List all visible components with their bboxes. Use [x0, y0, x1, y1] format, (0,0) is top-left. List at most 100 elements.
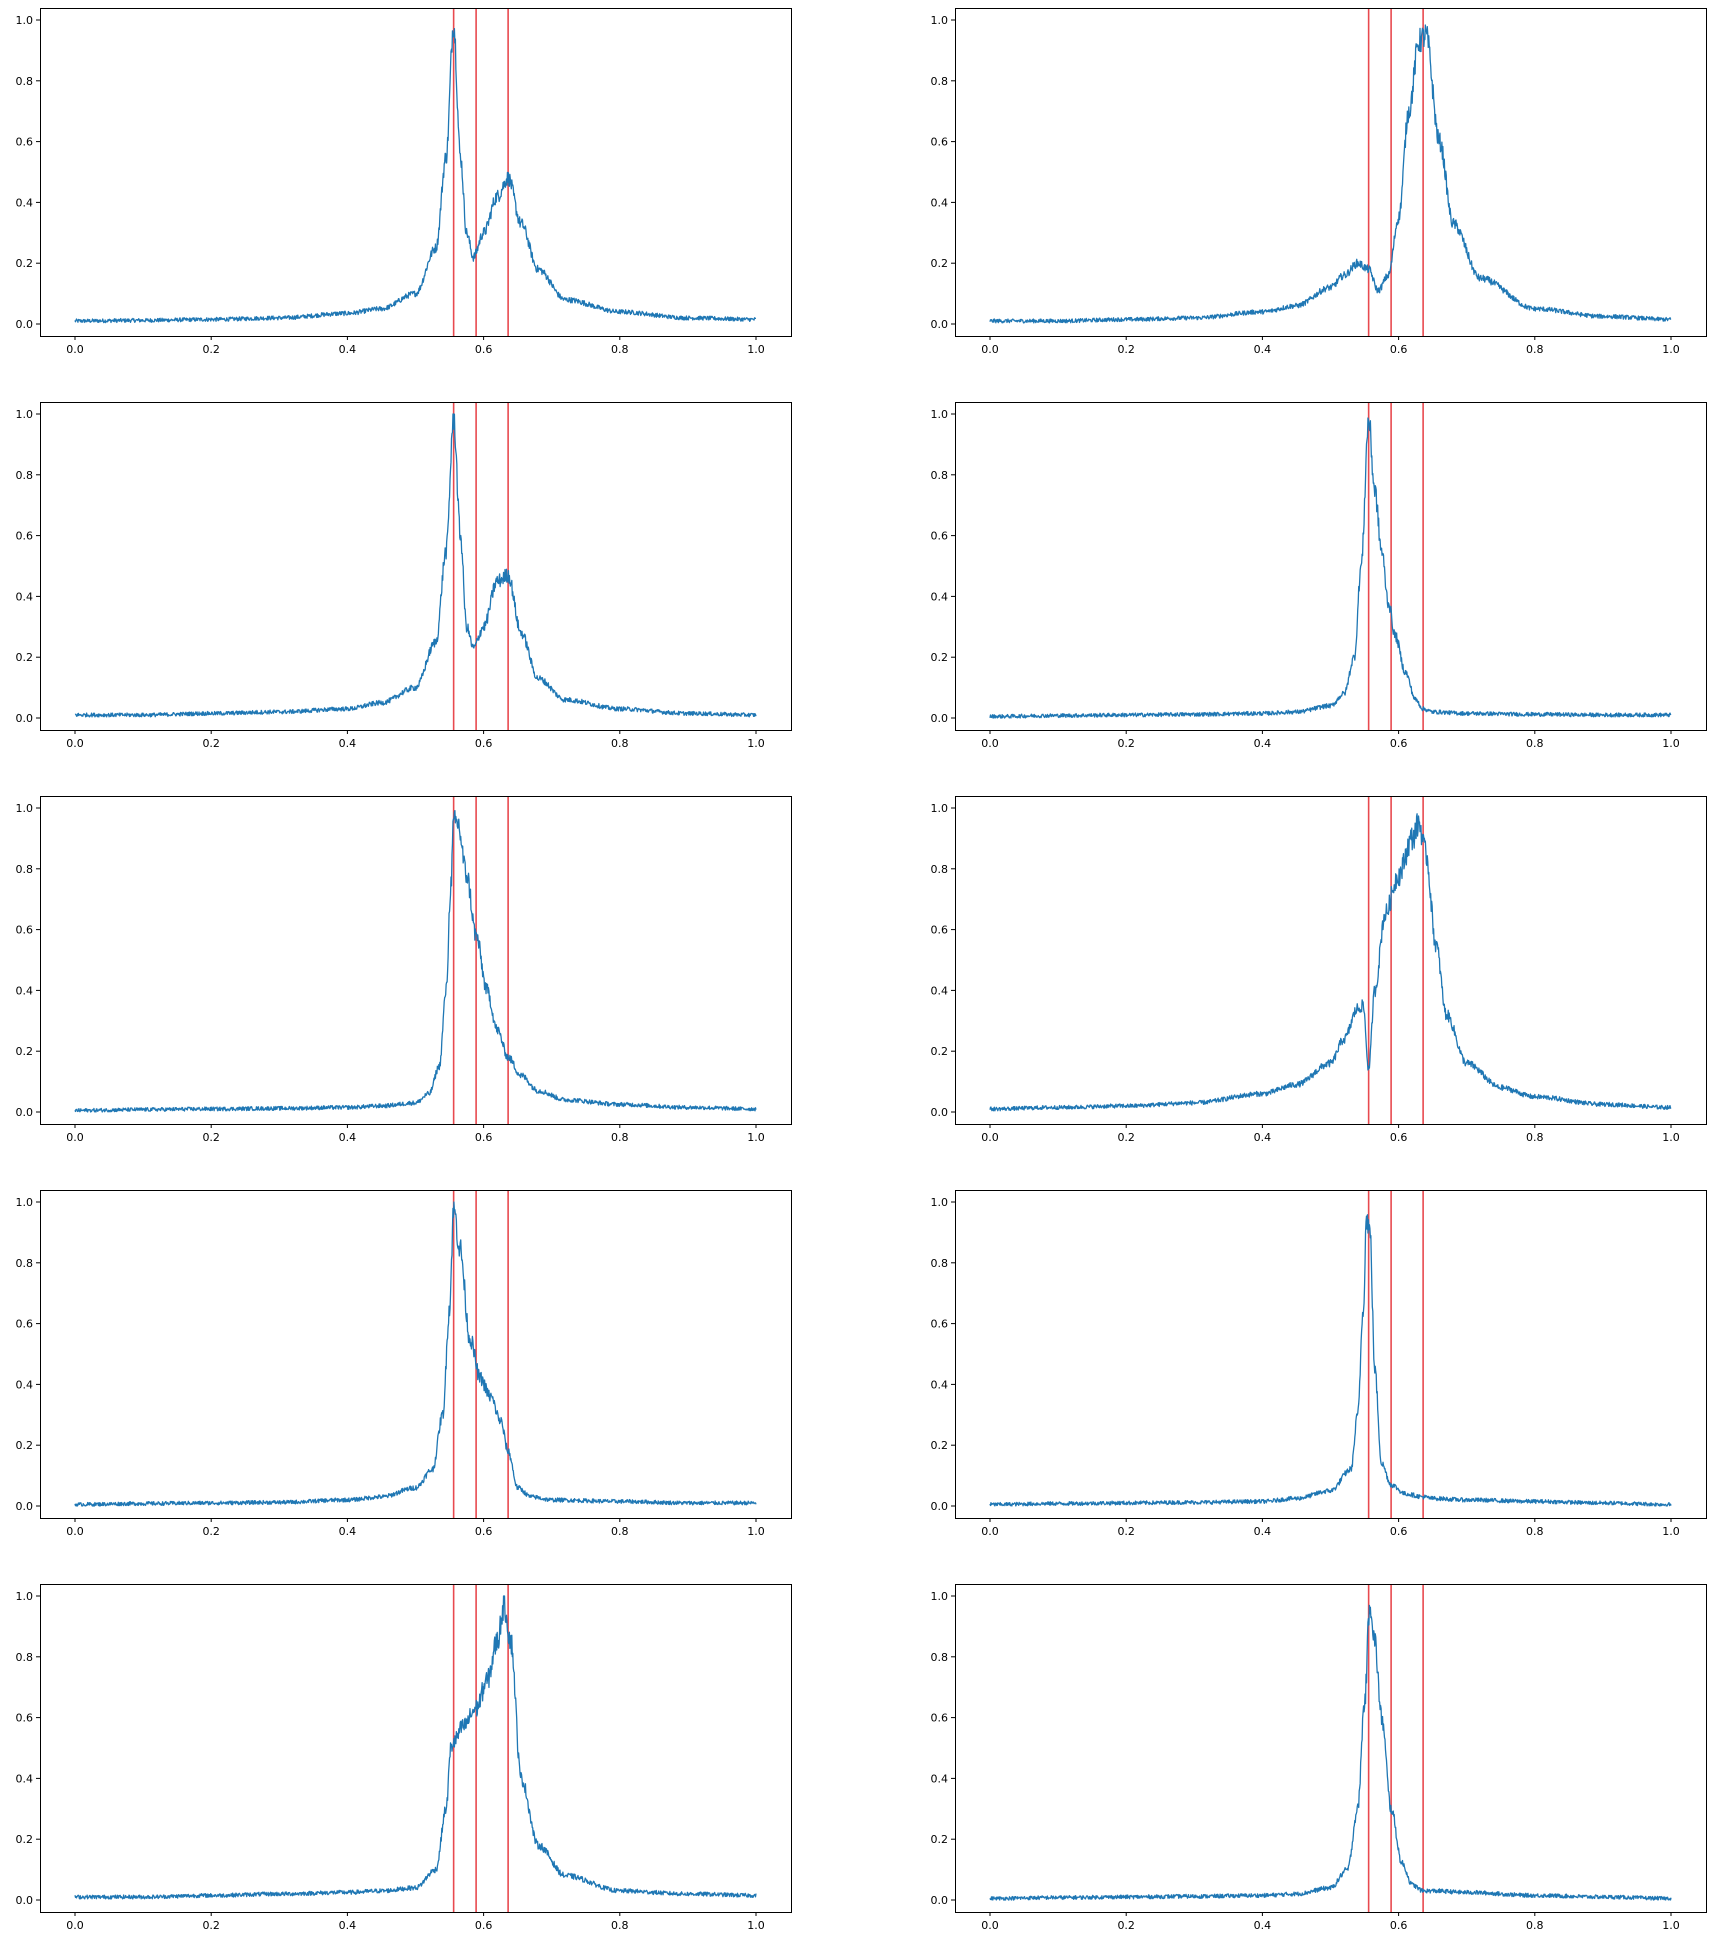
y-tick-label: 1.0	[931, 14, 949, 27]
y-tick-label: 0.0	[16, 1894, 34, 1907]
y-tick-label: 0.4	[16, 1772, 34, 1785]
x-tick-label: 0.8	[1526, 737, 1544, 750]
x-tick-label: 0.0	[981, 737, 999, 750]
y-tick-label: 0.8	[16, 1651, 34, 1664]
x-tick-label: 0.4	[339, 1525, 357, 1538]
x-tick-label: 0.8	[1526, 1131, 1544, 1144]
x-tick-label: 0.8	[611, 1131, 629, 1144]
x-tick-label: 0.0	[981, 1919, 999, 1932]
y-tick-label: 0.2	[931, 1439, 949, 1452]
y-tick-label: 0.8	[16, 1257, 34, 1270]
y-tick-label: 0.6	[931, 530, 949, 543]
axes-frame	[955, 8, 1707, 337]
y-tick-label: 1.0	[16, 802, 34, 815]
y-tick-label: 1.0	[16, 1196, 34, 1209]
y-tick-label: 0.2	[931, 651, 949, 664]
x-tick-label: 0.2	[1117, 343, 1135, 356]
axes-frame	[955, 1584, 1707, 1913]
x-tick-label: 1.0	[1662, 1525, 1680, 1538]
y-tick-label: 0.6	[931, 1318, 949, 1331]
x-tick-label: 0.6	[1390, 343, 1408, 356]
y-tick-label: 0.0	[16, 318, 34, 331]
series-line	[989, 1214, 1672, 1507]
x-tick-label: 0.6	[475, 1131, 493, 1144]
y-tick-label: 0.4	[16, 984, 34, 997]
y-tick-label: 1.0	[931, 408, 949, 421]
y-tick-label: 0.2	[16, 1045, 34, 1058]
x-tick-label: 0.4	[1254, 1131, 1272, 1144]
x-tick-label: 0.0	[981, 1525, 999, 1538]
axes-frame	[40, 402, 792, 731]
y-tick-label: 0.4	[931, 1378, 949, 1391]
y-tick-label: 0.4	[931, 196, 949, 209]
subplot-8: 0.0 0.2 0.4 0.6 0.8 1.0 0.0 0.2 0.4 0.6 0.8 1.0	[931, 1190, 1707, 1538]
x-tick-label: 0.6	[475, 343, 493, 356]
y-tick-label: 1.0	[16, 408, 34, 421]
y-tick-label: 0.8	[16, 863, 34, 876]
y-tick-label: 0.8	[16, 75, 34, 88]
x-tick-label: 1.0	[1662, 737, 1680, 750]
x-tick-label: 0.8	[1526, 343, 1544, 356]
y-tick-label: 0.6	[16, 1318, 34, 1331]
y-tick-label: 0.0	[931, 1894, 949, 1907]
y-tick-label: 0.8	[931, 469, 949, 482]
series-line	[74, 1201, 757, 1507]
x-tick-label: 0.2	[202, 343, 220, 356]
subplot-2: 0.0 0.2 0.4 0.6 0.8 1.0 0.0 0.2 0.4 0.6 0.8 1.0	[931, 8, 1707, 356]
x-tick-label: 0.4	[339, 737, 357, 750]
x-tick-label: 0.0	[981, 343, 999, 356]
y-tick-label: 0.2	[16, 257, 34, 270]
y-tick-label: 0.6	[16, 136, 34, 149]
subplot-5: 0.0 0.2 0.4 0.6 0.8 1.0 0.0 0.2 0.4 0.6 0.8 1.0	[16, 796, 792, 1144]
subplot-1: 0.0 0.2 0.4 0.6 0.8 1.0 0.0 0.2 0.4 0.6 0.8 1.0	[16, 8, 792, 356]
x-tick-label: 0.2	[1117, 1131, 1135, 1144]
y-tick-label: 0.6	[931, 136, 949, 149]
x-tick-label: 0.6	[1390, 737, 1408, 750]
subplot-4: 0.0 0.2 0.4 0.6 0.8 1.0 0.0 0.2 0.4 0.6 0.8 1.0	[931, 402, 1707, 750]
axes-frame	[40, 8, 792, 337]
series-line	[74, 413, 757, 718]
x-tick-label: 0.0	[66, 343, 84, 356]
x-tick-label: 0.2	[1117, 737, 1135, 750]
y-tick-label: 0.2	[16, 1833, 34, 1846]
subplot-6: 0.0 0.2 0.4 0.6 0.8 1.0 0.0 0.2 0.4 0.6 0.8 1.0	[931, 796, 1707, 1144]
y-tick-label: 0.4	[16, 1378, 34, 1391]
x-tick-label: 0.2	[202, 737, 220, 750]
series-line	[989, 24, 1672, 324]
axes-frame	[40, 1190, 792, 1519]
y-tick-label: 0.0	[16, 1106, 34, 1119]
x-tick-label: 1.0	[747, 1131, 765, 1144]
axes-frame	[40, 796, 792, 1125]
subplot-10: 0.0 0.2 0.4 0.6 0.8 1.0 0.0 0.2 0.4 0.6 0.8 1.0	[931, 1584, 1707, 1932]
y-tick-label: 1.0	[931, 802, 949, 815]
y-tick-label: 0.2	[931, 257, 949, 270]
axes-frame	[955, 402, 1707, 731]
x-tick-label: 0.0	[66, 1525, 84, 1538]
y-tick-label: 0.8	[16, 469, 34, 482]
x-tick-label: 0.4	[1254, 343, 1272, 356]
y-tick-label: 0.4	[931, 984, 949, 997]
x-tick-label: 1.0	[1662, 1919, 1680, 1932]
y-tick-label: 1.0	[931, 1590, 949, 1603]
y-tick-label: 0.8	[931, 1257, 949, 1270]
x-tick-label: 0.4	[1254, 1919, 1272, 1932]
x-tick-label: 1.0	[747, 1525, 765, 1538]
y-tick-label: 0.8	[931, 863, 949, 876]
x-tick-label: 0.2	[202, 1919, 220, 1932]
x-tick-label: 0.0	[66, 1919, 84, 1932]
y-tick-label: 0.2	[16, 1439, 34, 1452]
x-tick-label: 0.8	[611, 1919, 629, 1932]
y-tick-label: 0.4	[931, 1772, 949, 1785]
y-tick-label: 0.0	[931, 318, 949, 331]
x-tick-label: 0.2	[202, 1131, 220, 1144]
y-tick-label: 0.0	[931, 712, 949, 725]
x-tick-label: 0.6	[1390, 1525, 1408, 1538]
y-tick-label: 0.6	[931, 924, 949, 937]
y-tick-label: 1.0	[931, 1196, 949, 1209]
y-tick-label: 0.0	[931, 1106, 949, 1119]
y-tick-label: 0.4	[16, 590, 34, 603]
y-tick-label: 0.0	[16, 712, 34, 725]
x-tick-label: 0.4	[1254, 737, 1272, 750]
x-tick-label: 0.8	[1526, 1919, 1544, 1932]
